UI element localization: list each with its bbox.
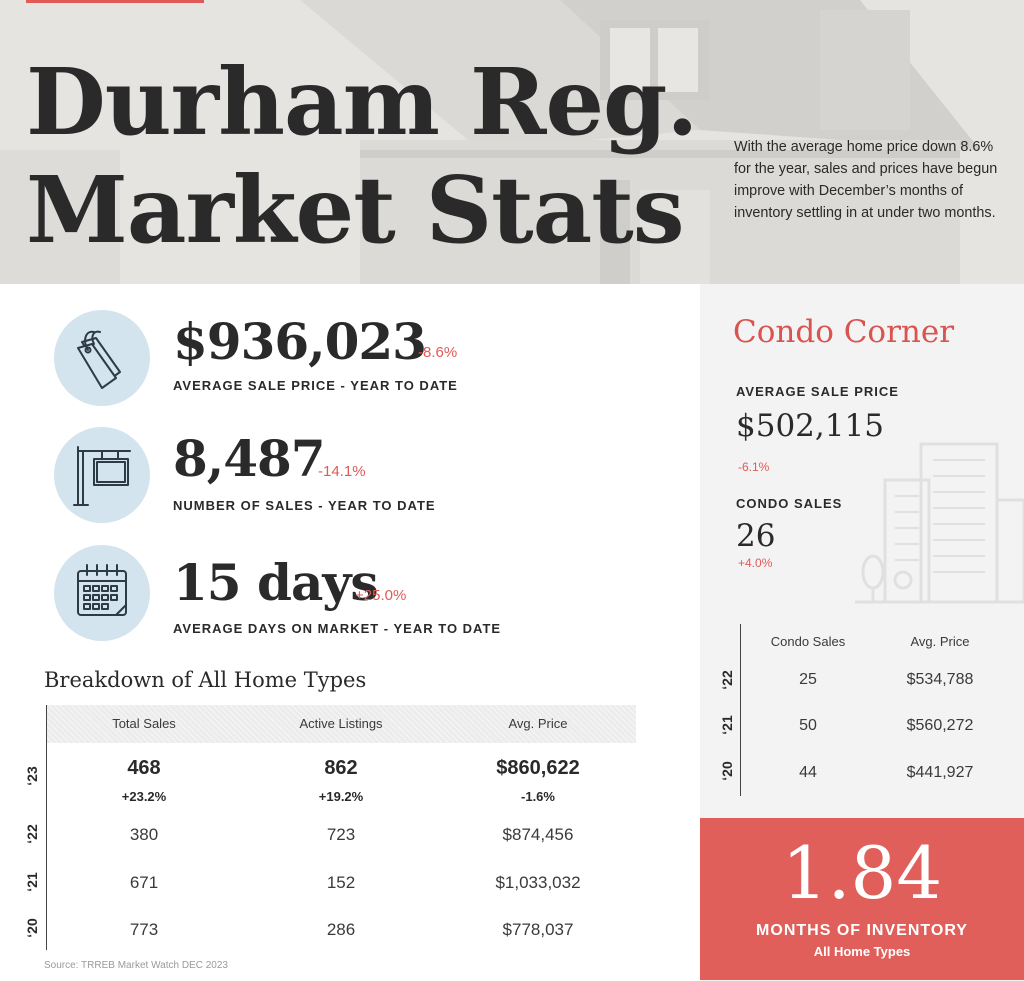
stat-change: -8.6% bbox=[418, 344, 458, 361]
months-of-inventory-value: 1.84 bbox=[781, 831, 943, 915]
price-tag-icon bbox=[54, 310, 150, 406]
stat-number-of-sales: 8,487 -14.1% NUMBER OF SALES - YEAR TO D… bbox=[54, 427, 674, 527]
stat-value: 8,487 bbox=[173, 429, 326, 488]
stat-value: $936,023 bbox=[173, 312, 427, 371]
stat-change: +25.0% bbox=[355, 587, 407, 604]
table-cell: $560,272 bbox=[906, 717, 974, 734]
table-cell-change: +23.2% bbox=[121, 789, 167, 804]
column-header-condo-sales: Condo Sales bbox=[770, 634, 846, 649]
table-cell-change: -1.6% bbox=[521, 789, 555, 804]
stat-days-on-market: 15 days +25.0% AVERAGE DAYS ON MARKET - … bbox=[54, 545, 674, 645]
table-cell: 773 bbox=[129, 920, 159, 939]
stat-average-sale-price: $936,023 -8.6% AVERAGE SALE PRICE - YEAR… bbox=[54, 310, 674, 410]
table-cell: $778,037 bbox=[502, 920, 574, 939]
table-cell: 671 bbox=[129, 873, 159, 892]
table-cell: 44 bbox=[799, 764, 817, 781]
row-year-label: ‘23 bbox=[24, 766, 40, 786]
condo-sales-change: +4.0% bbox=[738, 556, 773, 570]
table-cell: 286 bbox=[326, 920, 356, 939]
source-note: Source: TRREB Market Watch DEC 2023 bbox=[44, 960, 228, 971]
table-cell: $874,456 bbox=[502, 825, 574, 844]
condo-table-divider bbox=[740, 624, 741, 796]
row-year-label: ‘22 bbox=[719, 670, 735, 690]
stat-label: AVERAGE DAYS ON MARKET - YEAR TO DATE bbox=[173, 621, 502, 636]
months-of-inventory-box bbox=[700, 818, 1024, 980]
page-title-line-2: Market Stats bbox=[26, 156, 685, 264]
condo-sales-value: 26 bbox=[736, 518, 776, 554]
table-cell: 862 bbox=[324, 757, 358, 779]
condo-avg-price-label: AVERAGE SALE PRICE bbox=[736, 384, 899, 399]
stat-change: -14.1% bbox=[318, 463, 366, 480]
column-header-active-listings: Active Listings bbox=[299, 716, 383, 731]
row-year-label: ‘21 bbox=[24, 872, 40, 892]
table-cell: $441,927 bbox=[906, 764, 974, 781]
column-header-avg-price: Avg. Price bbox=[508, 716, 568, 731]
breakdown-title: Breakdown of All Home Types bbox=[44, 668, 367, 692]
row-year-label: ‘20 bbox=[719, 761, 735, 781]
table-cell: 468 bbox=[127, 757, 161, 779]
stat-label: NUMBER OF SALES - YEAR TO DATE bbox=[173, 498, 436, 513]
table-cell: 723 bbox=[326, 825, 356, 844]
house-background-image bbox=[0, 0, 1024, 284]
table-cell-change: +19.2% bbox=[318, 789, 364, 804]
column-header-total-sales: Total Sales bbox=[112, 716, 176, 731]
calendar-icon bbox=[54, 545, 150, 641]
table-cell: 50 bbox=[799, 717, 817, 734]
row-year-label: ‘21 bbox=[719, 715, 735, 735]
table-header-band bbox=[46, 705, 636, 743]
condo-avg-price-change: -6.1% bbox=[738, 460, 770, 474]
hero-description: With the average home price down 8.6% fo… bbox=[734, 139, 998, 221]
accent-bar bbox=[26, 0, 204, 3]
condo-avg-price-value: $502,115 bbox=[736, 408, 884, 444]
stat-label: AVERAGE SALE PRICE - YEAR TO DATE bbox=[173, 378, 458, 393]
table-cell: $534,788 bbox=[906, 671, 974, 688]
table-cell: $860,622 bbox=[496, 757, 580, 779]
hero-banner: Durham Reg. Market Stats With the averag… bbox=[0, 0, 1024, 284]
table-cell: $1,033,032 bbox=[495, 873, 581, 892]
table-cell: 380 bbox=[129, 825, 159, 844]
page-title-line-1: Durham Reg. bbox=[26, 48, 698, 156]
condo-sales-label: CONDO SALES bbox=[736, 496, 843, 511]
row-year-label: ‘20 bbox=[24, 918, 40, 938]
stat-value: 15 days bbox=[173, 553, 379, 612]
months-of-inventory-label: MONTHS OF INVENTORY bbox=[756, 922, 968, 939]
for-sale-sign-icon bbox=[54, 427, 150, 523]
condo-corner-title: Condo Corner bbox=[733, 314, 955, 350]
table-cell: 25 bbox=[799, 671, 817, 688]
row-year-label: ‘22 bbox=[24, 824, 40, 844]
city-buildings-icon bbox=[855, 442, 1024, 604]
column-header-condo-avg-price: Avg. Price bbox=[910, 634, 970, 649]
table-cell: 152 bbox=[326, 873, 356, 892]
page-title: Durham Reg. Market Stats bbox=[26, 48, 698, 264]
table-divider bbox=[46, 705, 47, 950]
months-of-inventory-sublabel: All Home Types bbox=[813, 944, 911, 959]
